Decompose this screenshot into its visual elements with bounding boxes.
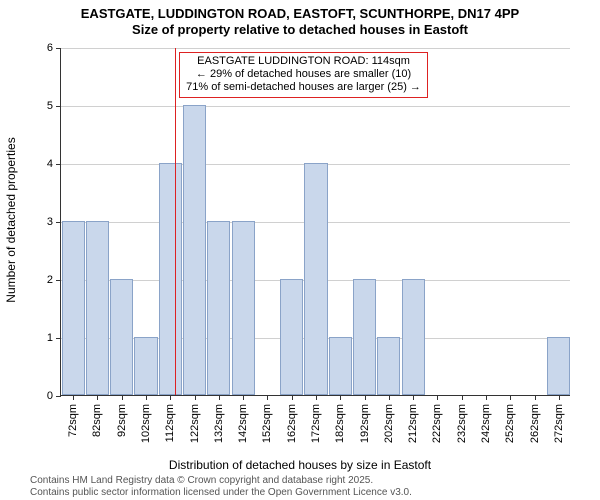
xtick-label: 252sqm <box>504 404 516 443</box>
annotation-line: 71% of semi-detached houses are larger (… <box>186 81 421 94</box>
bar <box>86 221 109 395</box>
xaxis-title: Distribution of detached houses by size … <box>0 458 600 472</box>
footer-line1: Contains HM Land Registry data © Crown c… <box>30 475 412 487</box>
xtick-mark <box>510 395 511 400</box>
xtick-mark <box>559 395 560 400</box>
ytick-mark <box>56 396 61 397</box>
bar <box>134 337 157 395</box>
xtick-mark <box>437 395 438 400</box>
xtick-mark <box>243 395 244 400</box>
ytick-label: 5 <box>33 100 53 112</box>
xtick-label: 152sqm <box>261 404 273 443</box>
ytick-label: 4 <box>33 158 53 170</box>
xtick-mark <box>195 395 196 400</box>
plot-area: 012345672sqm82sqm92sqm102sqm112sqm122sqm… <box>60 48 570 396</box>
xtick-label: 72sqm <box>67 404 79 437</box>
ytick-label: 3 <box>33 216 53 228</box>
bar <box>547 337 570 395</box>
ytick-label: 2 <box>33 274 53 286</box>
yaxis-title: Number of detached properties <box>4 137 18 302</box>
title-line1: EASTGATE, LUDDINGTON ROAD, EASTOFT, SCUN… <box>0 6 600 22</box>
gridline <box>61 48 570 49</box>
bar <box>183 105 206 395</box>
annotation-line: ← 29% of detached houses are smaller (10… <box>186 68 421 81</box>
bar <box>377 337 400 395</box>
bar <box>280 279 303 395</box>
xtick-mark <box>219 395 220 400</box>
annotation-line: EASTGATE LUDDINGTON ROAD: 114sqm <box>186 55 421 68</box>
xtick-mark <box>73 395 74 400</box>
bar <box>159 163 182 395</box>
xtick-mark <box>97 395 98 400</box>
footer: Contains HM Land Registry data © Crown c… <box>30 475 412 498</box>
bar <box>62 221 85 395</box>
xtick-label: 232sqm <box>456 404 468 443</box>
ytick-mark <box>56 280 61 281</box>
chart-container: EASTGATE, LUDDINGTON ROAD, EASTOFT, SCUN… <box>0 0 600 500</box>
ytick-mark <box>56 164 61 165</box>
xtick-mark <box>462 395 463 400</box>
xtick-label: 142sqm <box>237 404 249 443</box>
xtick-label: 222sqm <box>431 404 443 443</box>
xtick-label: 92sqm <box>116 404 128 437</box>
xtick-label: 212sqm <box>407 404 419 443</box>
xtick-mark <box>365 395 366 400</box>
xtick-mark <box>146 395 147 400</box>
gridline <box>61 106 570 107</box>
xtick-label: 122sqm <box>189 404 201 443</box>
xtick-label: 102sqm <box>140 404 152 443</box>
ytick-label: 0 <box>33 390 53 402</box>
xtick-label: 162sqm <box>286 404 298 443</box>
xtick-mark <box>292 395 293 400</box>
xtick-mark <box>413 395 414 400</box>
xtick-label: 182sqm <box>334 404 346 443</box>
bar <box>402 279 425 395</box>
xtick-mark <box>122 395 123 400</box>
ytick-mark <box>56 106 61 107</box>
ytick-mark <box>56 338 61 339</box>
xtick-mark <box>267 395 268 400</box>
xtick-mark <box>316 395 317 400</box>
title-line2: Size of property relative to detached ho… <box>0 22 600 38</box>
bar <box>232 221 255 395</box>
title-block: EASTGATE, LUDDINGTON ROAD, EASTOFT, SCUN… <box>0 6 600 37</box>
bar <box>353 279 376 395</box>
ytick-mark <box>56 48 61 49</box>
xtick-label: 132sqm <box>213 404 225 443</box>
ytick-label: 6 <box>33 42 53 54</box>
xtick-label: 192sqm <box>359 404 371 443</box>
ytick-mark <box>56 222 61 223</box>
bar <box>110 279 133 395</box>
xtick-label: 82sqm <box>91 404 103 437</box>
xtick-label: 262sqm <box>529 404 541 443</box>
reference-line <box>175 48 176 395</box>
xtick-mark <box>340 395 341 400</box>
xtick-mark <box>486 395 487 400</box>
ytick-label: 1 <box>33 332 53 344</box>
xtick-mark <box>170 395 171 400</box>
xtick-label: 112sqm <box>164 404 176 442</box>
bar <box>329 337 352 395</box>
xtick-label: 202sqm <box>383 404 395 443</box>
bar <box>304 163 327 395</box>
bar <box>207 221 230 395</box>
xtick-label: 242sqm <box>480 404 492 443</box>
xtick-label: 172sqm <box>310 404 322 443</box>
xtick-mark <box>389 395 390 400</box>
xtick-label: 272sqm <box>553 404 565 443</box>
footer-line2: Contains public sector information licen… <box>30 487 412 499</box>
annotation-box: EASTGATE LUDDINGTON ROAD: 114sqm← 29% of… <box>179 52 428 98</box>
xtick-mark <box>535 395 536 400</box>
